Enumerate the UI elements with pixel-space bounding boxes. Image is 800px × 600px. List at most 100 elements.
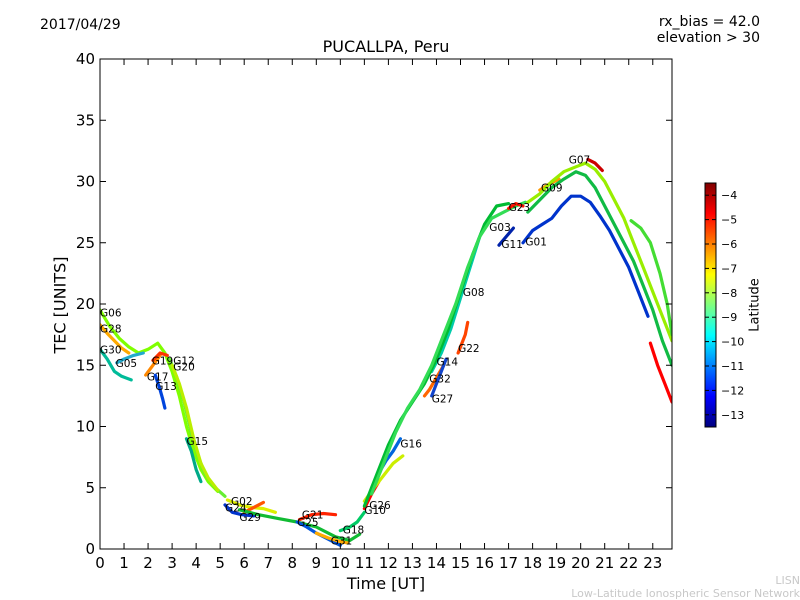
series-layer <box>100 157 672 547</box>
y-tick-label: 5 <box>85 479 95 497</box>
satellite-track-g26b <box>629 219 672 337</box>
satellite-label-g06: G06 <box>100 308 122 320</box>
satellite-track-g28 <box>100 323 131 355</box>
colorbar-tick-label: −9 <box>721 311 737 324</box>
y-tick-label: 0 <box>85 540 95 558</box>
x-tick-label: 1 <box>119 554 129 572</box>
satellite-track-g13 <box>153 373 167 410</box>
satellite-track-g24 <box>223 503 256 518</box>
x-tick-label: 11 <box>355 554 374 572</box>
x-tick-label: 19 <box>547 554 566 572</box>
satellite-label-g25: G25 <box>297 517 319 529</box>
date-label: 2017/04/29 <box>40 17 121 33</box>
x-tick-label: 5 <box>215 554 225 572</box>
x-tick-label: 4 <box>191 554 201 572</box>
colorbar-tick-label: −4 <box>721 189 737 202</box>
x-ticks: 0 1 2 3 4 5 6 7 8 9 10 11 12 13 14 15 16 17 18 19 20 21 22 23 <box>95 59 662 572</box>
footer-line1: LISN <box>775 574 800 587</box>
satellite-label-g31: G31 <box>331 535 353 547</box>
settings-info: rx_bias = 42.0 elevation > 30 <box>657 14 760 46</box>
satellite-label-g09: G09 <box>541 183 563 195</box>
y-tick-label: 30 <box>76 173 95 191</box>
satellite-label-g11: G11 <box>501 239 523 251</box>
y-tick-label: 20 <box>76 295 95 313</box>
x-tick-label: 7 <box>263 554 273 572</box>
x-tick-label: 13 <box>403 554 422 572</box>
x-tick-label: 8 <box>287 554 297 572</box>
x-tick-label: 0 <box>95 554 105 572</box>
satellite-label-g02: G02 <box>231 496 253 508</box>
colorbar-tick-label: −7 <box>721 262 737 275</box>
satellite-label-g17: G17 <box>147 371 169 383</box>
rx-bias-label: rx_bias = 42.0 <box>658 14 760 30</box>
satellite-label-g16: G16 <box>400 439 422 451</box>
satellite-label-g13: G13 <box>155 381 177 393</box>
x-tick-label: 18 <box>523 554 542 572</box>
satellite-label-g22: G22 <box>458 343 480 355</box>
satellite-label-g32: G32 <box>429 374 451 386</box>
satellite-label-g30: G30 <box>100 344 122 356</box>
satellite-label-g14: G14 <box>437 357 459 369</box>
colorbar-tick-label: −11 <box>721 360 744 373</box>
x-tick-label: 14 <box>427 554 446 572</box>
satellite-track-g23b <box>237 508 362 542</box>
y-tick-label: 10 <box>76 418 95 436</box>
satellite-label-g15: G15 <box>187 436 209 448</box>
y-tick-label: 35 <box>76 111 95 129</box>
footer-line2: Low-Latitude Ionospheric Sensor Network <box>571 587 800 600</box>
satellite-label-g28: G28 <box>100 324 122 336</box>
satellite-label-g03: G03 <box>489 222 511 234</box>
x-tick-label: 3 <box>167 554 177 572</box>
satellite-track-g10b <box>648 341 672 404</box>
satellite-track-g23 <box>507 202 525 210</box>
plot-frame <box>99 58 673 550</box>
satellite-track-g30 <box>100 347 133 382</box>
x-tick-label: 6 <box>239 554 249 572</box>
satellite-track-g18 <box>338 510 366 533</box>
satellite-label-g21: G21 <box>302 510 324 522</box>
colorbar <box>704 182 717 428</box>
satellite-label-g08: G08 <box>463 287 485 299</box>
satellite-label-g05: G05 <box>116 358 138 370</box>
satellite-track-g17 <box>144 353 162 377</box>
satellite-track-g01 <box>521 194 650 318</box>
satellite-track-g07 <box>586 157 604 173</box>
y-tick-label: 25 <box>76 234 95 252</box>
x-tick-label: 2 <box>143 554 153 572</box>
footer: LISN Low-Latitude Ionospheric Sensor Net… <box>571 574 800 600</box>
satellite-track-g11 <box>497 226 515 247</box>
x-tick-label: 23 <box>643 554 662 572</box>
satellite-label-g27: G27 <box>432 393 454 405</box>
satellite-track-g31 <box>314 531 350 545</box>
satellite-track-g15 <box>184 437 203 484</box>
y-ticks: 0 5 10 15 20 25 30 35 40 <box>76 50 672 558</box>
colorbar-tick-label: −5 <box>721 214 737 227</box>
satellite-label-g07: G07 <box>569 154 591 166</box>
satellite-track-g20 <box>170 363 220 492</box>
colorbar-tick-label: −10 <box>721 336 744 349</box>
satellite-label-g12: G12 <box>173 355 195 367</box>
x-tick-label: 16 <box>475 554 494 572</box>
satellite-label-g18: G18 <box>343 524 365 536</box>
x-tick-label: 9 <box>312 554 322 572</box>
satellite-label-g24: G24 <box>225 502 247 514</box>
x-tick-label: 17 <box>499 554 518 572</box>
colorbar-tick-label: −8 <box>721 287 737 300</box>
satellite-label-g01: G01 <box>525 237 547 249</box>
chart-title: PUCALLPA, Peru <box>322 37 450 56</box>
colorbar-ticks: −4 −5 −6 −7 −8 −9 −10 −11 −12 −13 <box>705 189 744 422</box>
x-tick-label: 12 <box>379 554 398 572</box>
satellite-track-g05 <box>115 351 145 365</box>
satellite-label-g26: G26 <box>369 500 391 512</box>
satellite-label-g20: G20 <box>173 362 195 374</box>
satellite-track-g21 <box>297 511 338 522</box>
x-tick-label: 10 <box>331 554 350 572</box>
satellite-track-g22 <box>456 320 470 355</box>
x-tick-label: 20 <box>571 554 590 572</box>
colorbar-tick-label: −12 <box>721 384 744 397</box>
colorbar-tick-label: −13 <box>721 409 744 422</box>
satellite-track-g03 <box>370 200 527 496</box>
